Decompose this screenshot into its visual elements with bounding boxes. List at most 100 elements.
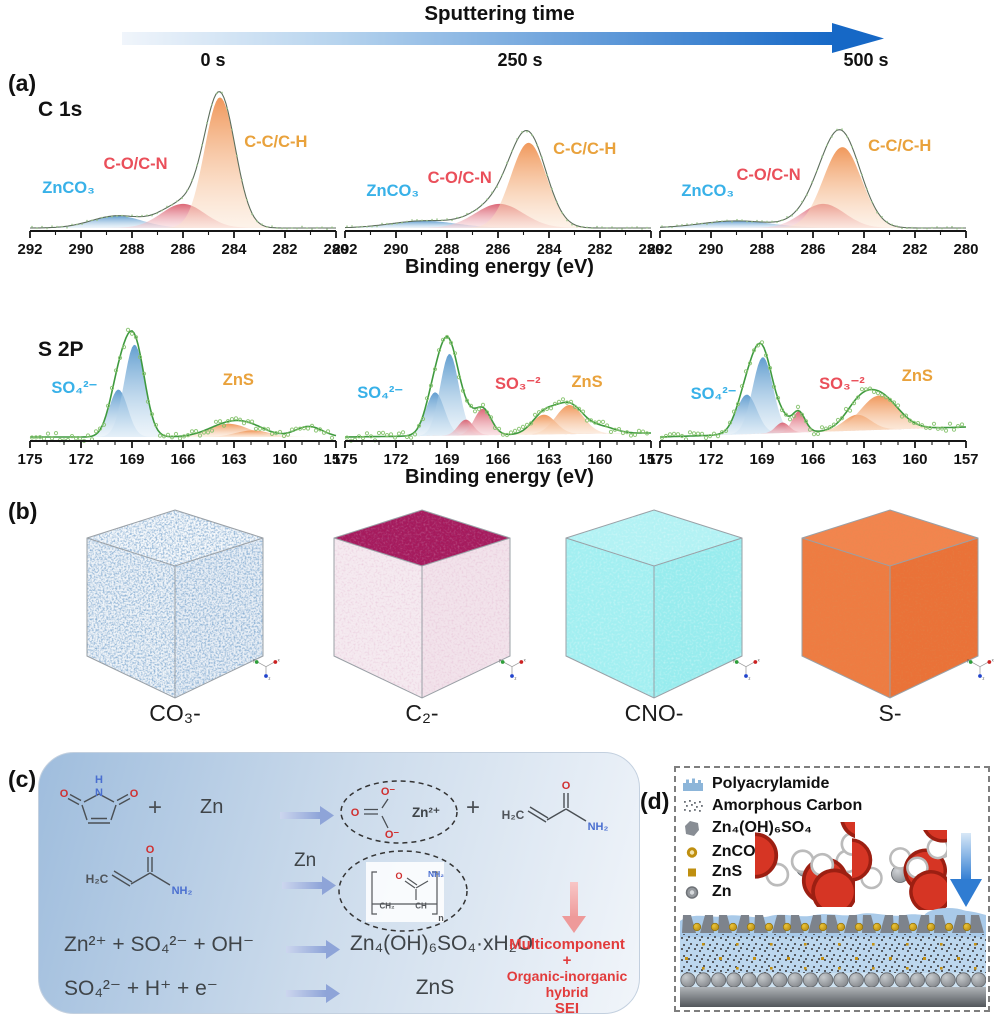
atom-label: n [438, 913, 444, 923]
zinc-carbonate-icon [686, 846, 698, 858]
time-label-500s: 500 s [843, 50, 889, 70]
axis-tick-label: 175 [17, 451, 42, 468]
axis-tick-label: 175 [332, 451, 357, 468]
legend-item-zn4oh6so4: Zn₄(OH)₆SO₄ [682, 818, 812, 838]
c1s-spectrum-500s: 292 290 288 286 284 282 280 ZnCO₃ C-O/C-N C-C/C-H [647, 80, 979, 263]
legend-item-amorphous-carbon: Amorphous Carbon [682, 796, 862, 816]
reaction-arrow [280, 806, 334, 825]
peak-label: ZnCO₃ [366, 182, 419, 200]
zinc-carbonate-product: O⁻ O O⁻ Zn²⁺ [340, 780, 458, 844]
result-line: + [562, 952, 572, 969]
legend-item-zns: ZnS [682, 862, 742, 882]
peak-label: ZnCO₃ [681, 182, 734, 200]
amorphous-carbon-icon [684, 799, 703, 812]
time-label-0s: 0 s [200, 50, 226, 70]
s2p-spectrum-500s: 175 172 169 166 163 160 157 SO₄²⁻ SO₃⁻² ZnS [647, 300, 979, 473]
axis-tick-label: 292 [647, 241, 672, 258]
peak-label: SO₃⁻² [819, 375, 865, 394]
atom-label: NH₂ [588, 821, 609, 833]
time-label-250s: 250 s [497, 50, 543, 70]
axis-tick-label: 160 [272, 451, 297, 468]
c1s-spectrum-0s: 292 290 288 286 284 282 280 ZnCO₃ C-O/C-N C-C/C-H [17, 80, 349, 263]
atom-label: NH₂ [428, 869, 444, 879]
tofsims-cube-c2 [333, 509, 511, 699]
reaction-arrow [286, 984, 340, 1003]
axis-tick-label: 288 [119, 241, 144, 258]
atom-label: N [95, 787, 103, 799]
atom-label: CH [415, 902, 427, 911]
zinc-sulfide-icon [688, 868, 696, 876]
c1s-plot-svg: 292 290 288 286 284 282 280 [647, 128, 979, 258]
axis-tick-label: 166 [800, 451, 825, 468]
sputtering-time-title: Sputtering time [424, 2, 575, 25]
s2p-plot-svg: 175 172 169 166 163 160 157 [332, 334, 664, 468]
legend-label: Zn [712, 883, 732, 900]
reaction-arrow [286, 940, 340, 959]
peak-label: SO₃⁻² [494, 375, 541, 394]
axis-tick-label: 290 [698, 241, 723, 258]
c1s-plot-svg: 292 290 288 286 284 282 280 [332, 129, 664, 258]
axis-tick-label: 286 [170, 241, 195, 258]
result-line: SEI [554, 1000, 580, 1017]
cube-label-c2: C₂- [405, 700, 439, 726]
axis-tick-label: 280 [638, 241, 663, 258]
atom-label: H₂C [502, 808, 525, 822]
peak-label: C-C/C-H [868, 137, 932, 155]
cube-label-s: S- [878, 700, 902, 726]
reaction4-product: ZnS [415, 976, 455, 999]
axis-tick-label: 160 [902, 451, 927, 468]
axis-tick-label: 169 [749, 451, 774, 468]
axis-tick-label: 284 [851, 241, 877, 258]
axis-tick-label: 166 [485, 451, 510, 468]
peak-label: C-C/C-H [553, 140, 617, 158]
s2p-region-label: S 2P [38, 338, 84, 361]
peak-label: C-O/C-N [427, 168, 492, 187]
legend-label: ZnCO₃ [712, 843, 763, 860]
peak-label: ZnS [222, 371, 254, 390]
legend-label: ZnS [712, 863, 743, 880]
zn-reagent: Zn [294, 850, 317, 871]
axis-tick-label: 175 [647, 451, 672, 468]
axis-tick-label: 157 [953, 451, 978, 468]
s2p-plot-svg: 175 172 169 166 163 160 157 [647, 340, 979, 468]
down-arrow-red [562, 882, 586, 933]
legend-label: Amorphous Carbon [712, 797, 863, 814]
axis-tick-label: 172 [383, 451, 408, 468]
axis-tick-label: 282 [902, 241, 927, 258]
acrylamide-structure: H₂C O NH₂ [86, 844, 193, 897]
atom-label: NH₂ [172, 885, 193, 897]
peak-label: C-O/C-N [736, 165, 801, 184]
peak-label: SO₄²⁻ [51, 379, 98, 398]
legend-label: Zn₄(OH)₆SO₄ [712, 819, 812, 836]
axis-tick-label: 286 [485, 241, 510, 258]
c1s-spectrum-250s: 292 290 288 286 284 282 280 ZnCO₃ C-O/C-N C-C/C-H [332, 80, 664, 263]
atom-label: O [562, 780, 571, 792]
axis-tick-label: 288 [434, 241, 459, 258]
tofsims-cube-s [801, 509, 979, 699]
axis-tick-label: 286 [800, 241, 825, 258]
acrylamide-structure: H₂C O NH₂ [502, 780, 609, 833]
axis-triad-icon [732, 658, 760, 681]
atom-label: O [60, 788, 69, 800]
sei-schematic-box [674, 766, 990, 1012]
s2p-spectrum-0s: 175 172 169 166 163 160 157 SO₄²⁻ ZnS [17, 300, 349, 473]
axis-tick-label: 157 [323, 451, 348, 468]
axis-tick-label: 292 [17, 241, 42, 258]
axis-tick-label: 163 [536, 451, 561, 468]
reaction4-lhs: SO₄²⁻ + H⁺ + e⁻ [64, 977, 218, 1000]
reaction-arrow [282, 876, 336, 895]
axis-tick-label: 169 [434, 451, 459, 468]
plus-sign: + [466, 794, 481, 821]
c1s-xaxis-title: Binding energy (eV) [405, 256, 594, 278]
axis-tick-label: 280 [323, 241, 348, 258]
peak-label: ZnS [901, 367, 933, 386]
atom-label: O⁻ [385, 829, 400, 841]
axis-tick-label: 290 [383, 241, 408, 258]
plus-sign: + [148, 794, 163, 821]
legend-item-polyacrylamide: Polyacrylamide [682, 774, 829, 794]
znco3-particles-row [692, 922, 972, 932]
axis-tick-label: 157 [638, 451, 663, 468]
sputtering-time-arrow [122, 23, 884, 53]
sei-result-text: Multicomponent + Organic-inorganic hybri… [498, 936, 636, 1017]
down-arrow-blue [950, 833, 982, 907]
